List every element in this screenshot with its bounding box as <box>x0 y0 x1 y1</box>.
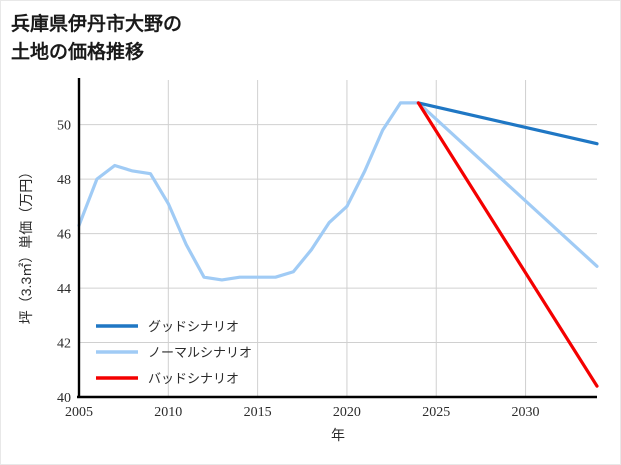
y-tick-label: 46 <box>57 228 71 243</box>
y-tick-label: 50 <box>57 119 71 134</box>
data-series-group <box>77 101 599 388</box>
series-line <box>77 101 599 282</box>
legend-label: ノーマルシナリオ <box>148 345 252 360</box>
x-tick-label: 2020 <box>333 405 361 420</box>
series-line <box>416 101 599 146</box>
x-tick-label: 2025 <box>422 405 450 420</box>
series-line <box>416 101 599 388</box>
legend-label: バッドシナリオ <box>148 371 239 386</box>
x-axis-tick-labels: 2005 2010 2015 2020 2025 2030 <box>65 405 540 420</box>
x-axis-title: 年 <box>331 427 345 443</box>
x-tick-label: 2030 <box>512 405 540 420</box>
y-tick-label: 48 <box>57 173 71 188</box>
x-tick-label: 2015 <box>244 405 272 420</box>
x-tick-label: 2005 <box>65 405 93 420</box>
x-tick-label: 2010 <box>154 405 182 420</box>
y-axis-tick-labels: 40 42 44 46 48 50 <box>57 119 71 406</box>
page-title: 兵庫県伊丹市大野の 土地の価格推移 <box>11 14 183 63</box>
y-axis-title: 坪（3.3㎡）単価（万円） <box>18 165 34 324</box>
y-tick-label: 42 <box>57 337 71 352</box>
y-tick-label: 44 <box>57 282 71 297</box>
legend-label: グッドシナリオ <box>148 319 239 334</box>
y-tick-label: 40 <box>57 391 71 406</box>
axis-spines <box>77 78 597 399</box>
